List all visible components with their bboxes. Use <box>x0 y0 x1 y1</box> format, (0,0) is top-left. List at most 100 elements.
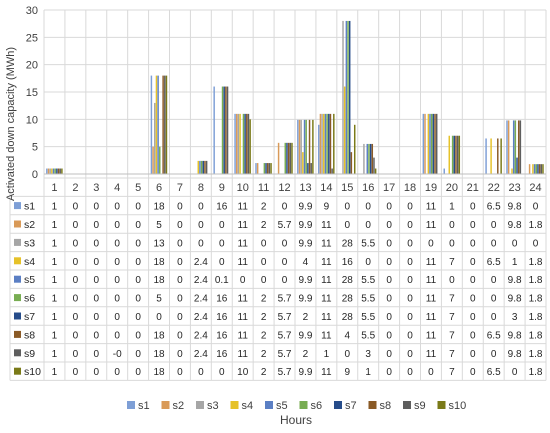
data-label: 11 <box>238 238 249 249</box>
bar-s1-13 <box>297 119 299 174</box>
x-tick-label: 5 <box>135 182 141 194</box>
data-label: 2 <box>261 349 267 360</box>
data-label: 1 <box>52 257 58 268</box>
data-label: 0 <box>407 220 413 231</box>
data-label: 6.5 <box>487 257 501 268</box>
row-legend-key-s7 <box>14 312 21 320</box>
bar-s7-23 <box>516 157 518 174</box>
data-label: 7 <box>449 294 455 305</box>
bar-s10-13 <box>312 119 314 174</box>
data-label: 16 <box>216 312 228 323</box>
bar-s10-14 <box>333 113 335 174</box>
data-label: 2.4 <box>194 275 208 286</box>
data-label: 9.9 <box>299 238 313 249</box>
legend-key-s10 <box>437 401 446 409</box>
bar-s4-1 <box>51 168 53 174</box>
bar-s3-15 <box>342 20 344 174</box>
legend-key-s7 <box>334 401 342 409</box>
legend-label-s10: s10 <box>449 400 467 412</box>
data-label: 0 <box>491 275 497 286</box>
data-label: 11 <box>426 202 437 213</box>
data-label: 18 <box>153 367 165 378</box>
data-label: 0 <box>198 367 204 378</box>
data-label: 2 <box>261 294 267 305</box>
bar-s1-22 <box>485 138 487 174</box>
data-label: 9.8 <box>508 349 522 360</box>
data-label: 6.5 <box>487 367 501 378</box>
data-label: 5.5 <box>361 238 375 249</box>
bar-s8-6 <box>162 75 164 174</box>
data-label: 11 <box>238 257 249 268</box>
bar-s6-11 <box>263 163 266 174</box>
y-tick-label: 30 <box>26 5 38 17</box>
data-label: 1.8 <box>529 294 543 305</box>
data-label: 9.8 <box>508 202 522 213</box>
x-tick-label: 3 <box>93 182 99 194</box>
data-label: 0 <box>94 257 100 268</box>
data-label: 5.5 <box>361 312 375 323</box>
legend-key-s1 <box>127 401 135 409</box>
bar-s9-9 <box>226 86 229 174</box>
data-label: 28 <box>342 312 354 323</box>
data-label: 0 <box>94 220 100 231</box>
data-table: 1 2 3 4 5 6 7 8 9 10 11 12 13 14 15 16 17 18 19 20 21 22 23 24s… <box>14 182 543 378</box>
data-label: 0 <box>198 238 204 249</box>
bars <box>46 20 544 174</box>
bar-s9-20 <box>456 135 459 174</box>
data-label: 7 <box>449 312 455 323</box>
data-label: 5.7 <box>278 312 292 323</box>
legend-label-s2: s2 <box>173 400 185 412</box>
data-label: 5.7 <box>278 330 292 341</box>
data-label: 11 <box>321 312 332 323</box>
data-label: 18 <box>153 257 165 268</box>
y-tick-label: 5 <box>32 142 38 154</box>
data-label: 0 <box>177 238 183 249</box>
data-label: 0 <box>240 275 246 286</box>
data-label: 7 <box>449 257 455 268</box>
data-label: 0 <box>219 220 225 231</box>
data-label: 0 <box>470 257 476 268</box>
row-label-s4: s4 <box>24 256 35 268</box>
bar-s2-11 <box>256 163 259 174</box>
data-label: 11 <box>321 220 332 231</box>
bar-s9-24 <box>540 164 543 174</box>
x-tick-label: 24 <box>529 182 541 194</box>
data-label: 11 <box>238 202 249 213</box>
data-label: 11 <box>426 330 437 341</box>
data-label: 0 <box>177 312 183 323</box>
bar-s7-10 <box>244 113 246 174</box>
data-label: 11 <box>321 257 332 268</box>
data-label: 9.8 <box>508 275 522 286</box>
data-label: 0 <box>114 220 120 231</box>
bar-s6-13 <box>305 119 307 174</box>
bar-s2-19 <box>424 113 426 174</box>
data-label: 0 <box>386 238 392 249</box>
bar-s7-19 <box>432 113 435 174</box>
bar-s9-8 <box>205 160 208 174</box>
x-tick-label: 7 <box>177 182 183 194</box>
legend-label-s1: s1 <box>138 400 150 412</box>
bar-s1-19 <box>422 113 425 174</box>
legend-key-s3 <box>196 401 204 409</box>
data-label: 9.9 <box>299 275 313 286</box>
bar-s3-6 <box>154 102 156 174</box>
data-label: 0 <box>470 294 476 305</box>
bar-s7-8 <box>202 160 205 174</box>
bar-s3-1 <box>49 168 51 174</box>
data-label: 0 <box>407 238 413 249</box>
legend-key-s5 <box>265 401 273 409</box>
data-label: 0 <box>135 367 141 378</box>
data-label: 5.5 <box>361 275 375 286</box>
bar-s8-9 <box>225 86 227 174</box>
row-label-s9: s9 <box>24 348 35 360</box>
bar-s2-24 <box>528 164 531 174</box>
bar-s9-6 <box>164 75 166 174</box>
data-label: 0 <box>428 238 434 249</box>
bar-s1-11 <box>255 163 257 174</box>
bar-s9-23 <box>519 120 522 174</box>
row-legend-key-s1 <box>14 202 21 210</box>
data-label: 1 <box>52 202 58 213</box>
legend-label-s9: s9 <box>414 400 426 412</box>
data-label: 1 <box>52 275 58 286</box>
data-label: 1 <box>52 312 58 323</box>
